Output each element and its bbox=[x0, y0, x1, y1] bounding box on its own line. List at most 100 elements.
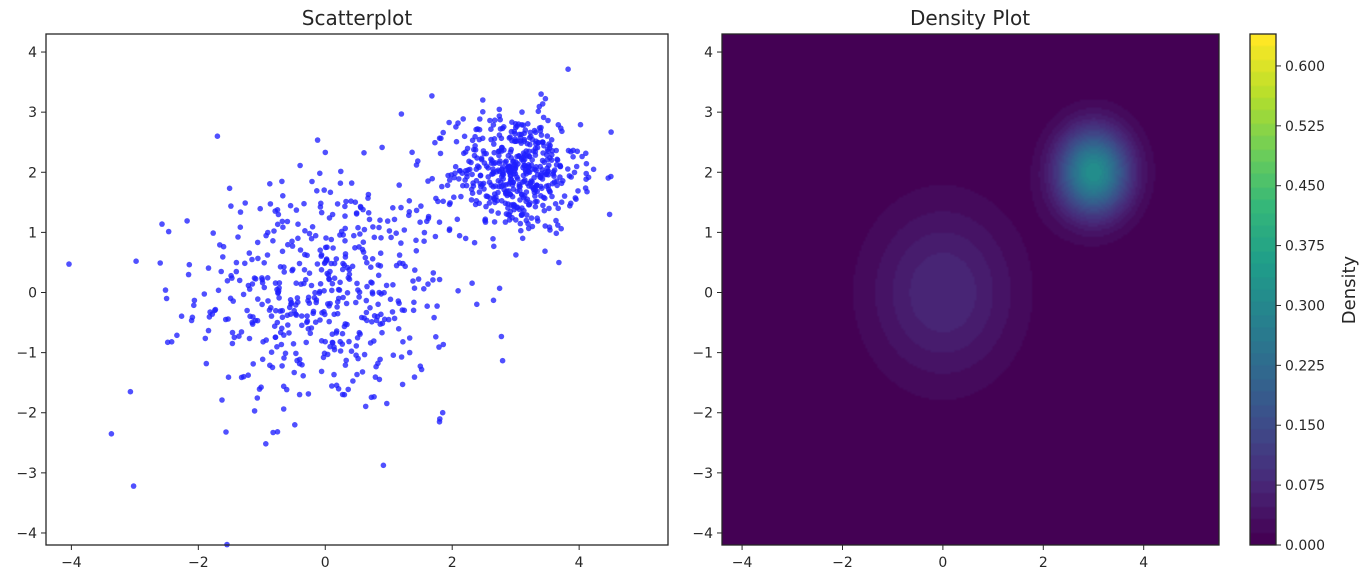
scatter-point bbox=[439, 183, 445, 190]
scatter-point bbox=[553, 230, 560, 237]
scatter-point bbox=[498, 333, 505, 340]
scatter-point bbox=[483, 150, 490, 157]
scatter-point bbox=[229, 275, 235, 281]
scatter-point bbox=[130, 483, 137, 489]
scatter-point bbox=[549, 180, 556, 187]
scatter-point bbox=[430, 270, 437, 276]
scatter-point bbox=[257, 205, 264, 212]
scatter-point bbox=[322, 338, 329, 345]
scatter-point bbox=[491, 191, 498, 197]
scatter-point bbox=[342, 203, 348, 210]
scatter-point bbox=[507, 149, 514, 155]
scatter-point bbox=[513, 252, 519, 258]
scatter-point bbox=[295, 235, 301, 242]
scatter-point bbox=[507, 168, 514, 175]
scatter-point bbox=[318, 253, 325, 259]
scatter-point bbox=[331, 275, 338, 282]
scatter-point bbox=[284, 218, 291, 225]
scatter-point bbox=[184, 218, 190, 224]
scatter-point bbox=[517, 220, 524, 227]
scatter-point bbox=[561, 193, 568, 199]
scatter-point bbox=[264, 275, 271, 281]
scatter-point bbox=[574, 148, 581, 155]
scatter-point bbox=[393, 230, 400, 236]
density-y-axis: −4 −3 −2 −1 0 1 2 3 4 bbox=[692, 45, 722, 542]
scatter-point bbox=[288, 299, 295, 306]
scatter-point bbox=[396, 182, 403, 188]
scatter-point bbox=[425, 178, 431, 184]
scatter-point bbox=[532, 203, 539, 210]
scatter-point bbox=[524, 140, 531, 147]
scatter-point bbox=[285, 322, 291, 328]
scatter-point bbox=[514, 188, 520, 195]
colorbar-tick-label: 0.150 bbox=[1285, 418, 1325, 434]
scatter-point bbox=[342, 321, 349, 327]
scatter-point bbox=[285, 241, 291, 248]
scatter-point bbox=[573, 163, 580, 170]
scatter-point bbox=[223, 429, 229, 435]
scatter-point bbox=[513, 217, 519, 223]
scatter-point bbox=[544, 133, 551, 139]
scatter-point bbox=[289, 243, 296, 249]
scatter-point bbox=[364, 283, 370, 290]
scatter-point bbox=[168, 339, 175, 345]
scatter-point bbox=[471, 239, 478, 246]
scatter-point bbox=[528, 133, 534, 140]
scatter-point bbox=[539, 157, 546, 164]
scatter-point bbox=[541, 207, 548, 214]
density-x-tick-label: −4 bbox=[732, 555, 753, 571]
scatterplot-y-tick-label: 1 bbox=[28, 225, 37, 241]
scatter-point bbox=[349, 263, 356, 270]
scatter-point bbox=[317, 204, 324, 210]
scatter-point bbox=[401, 227, 408, 233]
scatter-point bbox=[326, 276, 333, 283]
scatter-point bbox=[309, 224, 316, 230]
scatter-point bbox=[321, 350, 328, 357]
scatter-point bbox=[518, 227, 524, 234]
scatter-point bbox=[287, 202, 294, 209]
scatter-point bbox=[304, 313, 310, 319]
scatter-point bbox=[478, 156, 485, 163]
scatter-point bbox=[245, 372, 251, 379]
scatter-point bbox=[413, 162, 420, 168]
scatter-point bbox=[409, 149, 415, 156]
scatter-point bbox=[317, 170, 323, 177]
scatter-point bbox=[446, 227, 453, 234]
scatter-point bbox=[565, 66, 571, 72]
scatter-point bbox=[525, 121, 531, 127]
scatter-point bbox=[495, 148, 502, 155]
scatter-point bbox=[306, 270, 313, 277]
scatter-point bbox=[415, 276, 422, 282]
scatter-point bbox=[263, 441, 269, 447]
scatter-point bbox=[529, 223, 536, 230]
scatter-point bbox=[509, 119, 515, 125]
scatter-point bbox=[412, 267, 418, 273]
scatter-point bbox=[558, 199, 565, 205]
colorbar-tick-label: 0.375 bbox=[1285, 239, 1325, 255]
scatter-point bbox=[471, 152, 478, 159]
scatter-point bbox=[325, 301, 331, 307]
scatter-point bbox=[560, 178, 566, 184]
scatter-point bbox=[281, 269, 288, 275]
scatter-point bbox=[521, 193, 528, 199]
scatter-point bbox=[446, 201, 453, 208]
scatter-point bbox=[505, 205, 511, 211]
scatter-point bbox=[473, 126, 479, 133]
scatter-point bbox=[383, 282, 390, 289]
scatter-point bbox=[534, 215, 540, 221]
scatter-point bbox=[570, 154, 576, 160]
scatter-point bbox=[429, 175, 436, 182]
scatter-point bbox=[322, 311, 328, 318]
scatter-point bbox=[362, 403, 369, 410]
scatter-point bbox=[254, 239, 261, 246]
scatter-point bbox=[369, 255, 376, 262]
scatter-point bbox=[485, 174, 492, 180]
scatter-point bbox=[488, 208, 495, 214]
scatter-point bbox=[410, 307, 417, 314]
colorbar-gradient bbox=[1250, 34, 1276, 545]
scatter-point bbox=[434, 303, 440, 309]
scatter-point bbox=[363, 309, 370, 316]
scatter-point bbox=[480, 97, 486, 103]
colorbar-tick-label: 0.600 bbox=[1285, 59, 1325, 75]
scatter-point bbox=[380, 462, 387, 469]
